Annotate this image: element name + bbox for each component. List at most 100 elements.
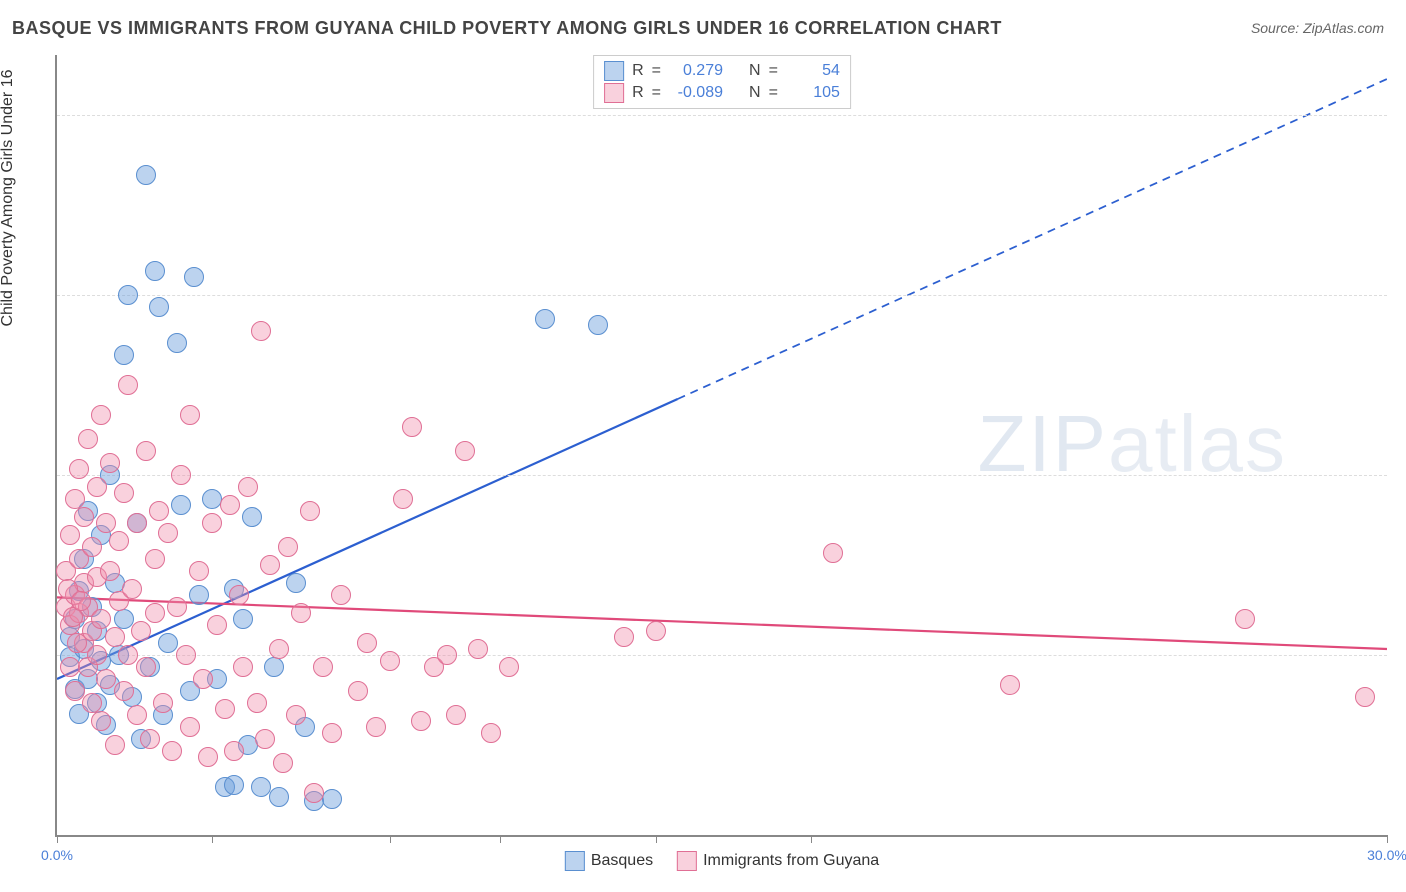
x-tick [500, 835, 501, 843]
scatter-point [823, 543, 843, 563]
scatter-point [87, 477, 107, 497]
scatter-point [247, 693, 267, 713]
scatter-point [118, 645, 138, 665]
scatter-point [224, 741, 244, 761]
scatter-point [145, 549, 165, 569]
legend-n-label: N [749, 62, 761, 80]
scatter-point [455, 441, 475, 461]
scatter-point [189, 585, 209, 605]
scatter-point [446, 705, 466, 725]
scatter-point [65, 681, 85, 701]
scatter-point [60, 525, 80, 545]
scatter-point [189, 561, 209, 581]
legend-item: Immigrants from Guyana [677, 851, 879, 871]
scatter-point [357, 633, 377, 653]
scatter-point [291, 603, 311, 623]
x-tick [390, 835, 391, 843]
scatter-point [127, 705, 147, 725]
scatter-point [535, 309, 555, 329]
scatter-point [145, 603, 165, 623]
scatter-point [114, 483, 134, 503]
scatter-point [82, 537, 102, 557]
y-tick-label: 45.0% [1393, 287, 1406, 303]
y-tick-label: 60.0% [1393, 107, 1406, 123]
scatter-point [255, 729, 275, 749]
scatter-point [193, 669, 213, 689]
scatter-point [167, 597, 187, 617]
scatter-point [91, 405, 111, 425]
scatter-point [91, 609, 111, 629]
scatter-point [96, 669, 116, 689]
gridline [57, 295, 1387, 296]
legend-r-label: R [632, 62, 644, 80]
scatter-point [145, 261, 165, 281]
scatter-point [322, 789, 342, 809]
scatter-point [131, 621, 151, 641]
scatter-point [322, 723, 342, 743]
watermark: ZIPatlas [978, 398, 1287, 490]
scatter-point [233, 657, 253, 677]
scatter-point [96, 513, 116, 533]
scatter-point [198, 747, 218, 767]
scatter-point [304, 783, 324, 803]
x-tick-label: 0.0% [41, 847, 73, 863]
scatter-point [202, 513, 222, 533]
legend-label: Immigrants from Guyana [703, 852, 879, 870]
scatter-point [100, 561, 120, 581]
scatter-point [65, 489, 85, 509]
scatter-point [366, 717, 386, 737]
scatter-point [646, 621, 666, 641]
scatter-point [114, 681, 134, 701]
scatter-point [468, 639, 488, 659]
scatter-point [224, 775, 244, 795]
scatter-point [1000, 675, 1020, 695]
scatter-point [207, 615, 227, 635]
correlation-legend: R=0.279N=54R=-0.089N=105 [593, 55, 851, 109]
x-tick [57, 835, 58, 843]
scatter-point [402, 417, 422, 437]
scatter-point [118, 285, 138, 305]
scatter-point [91, 711, 111, 731]
scatter-point [313, 657, 333, 677]
scatter-point [273, 753, 293, 773]
gridline [57, 655, 1387, 656]
scatter-point [105, 627, 125, 647]
scatter-point [122, 579, 142, 599]
scatter-point [348, 681, 368, 701]
scatter-point [136, 441, 156, 461]
scatter-point [300, 501, 320, 521]
scatter-point [614, 627, 634, 647]
scatter-point [67, 633, 87, 653]
scatter-point [229, 585, 249, 605]
scatter-point [380, 651, 400, 671]
scatter-point [167, 333, 187, 353]
legend-r-value: 0.279 [669, 62, 723, 80]
scatter-point [437, 645, 457, 665]
legend-r-value: -0.089 [669, 84, 723, 102]
x-tick [656, 835, 657, 843]
scatter-point [242, 507, 262, 527]
scatter-point [220, 495, 240, 515]
chart-title: BASQUE VS IMMIGRANTS FROM GUYANA CHILD P… [12, 18, 1002, 39]
scatter-point [171, 495, 191, 515]
legend-n-label: N [749, 84, 761, 102]
scatter-point [140, 729, 160, 749]
scatter-point [171, 465, 191, 485]
scatter-point [1355, 687, 1375, 707]
gridline [57, 475, 1387, 476]
legend-n-value: 105 [786, 84, 840, 102]
x-tick [212, 835, 213, 843]
legend-n-value: 54 [786, 62, 840, 80]
scatter-point [149, 297, 169, 317]
scatter-point [69, 459, 89, 479]
legend-r-label: R [632, 84, 644, 102]
scatter-point [269, 787, 289, 807]
scatter-point [588, 315, 608, 335]
scatter-point [87, 645, 107, 665]
scatter-point [286, 573, 306, 593]
x-tick [811, 835, 812, 843]
scatter-point [158, 523, 178, 543]
scatter-point [286, 705, 306, 725]
trend-lines [57, 55, 1387, 835]
scatter-point [499, 657, 519, 677]
